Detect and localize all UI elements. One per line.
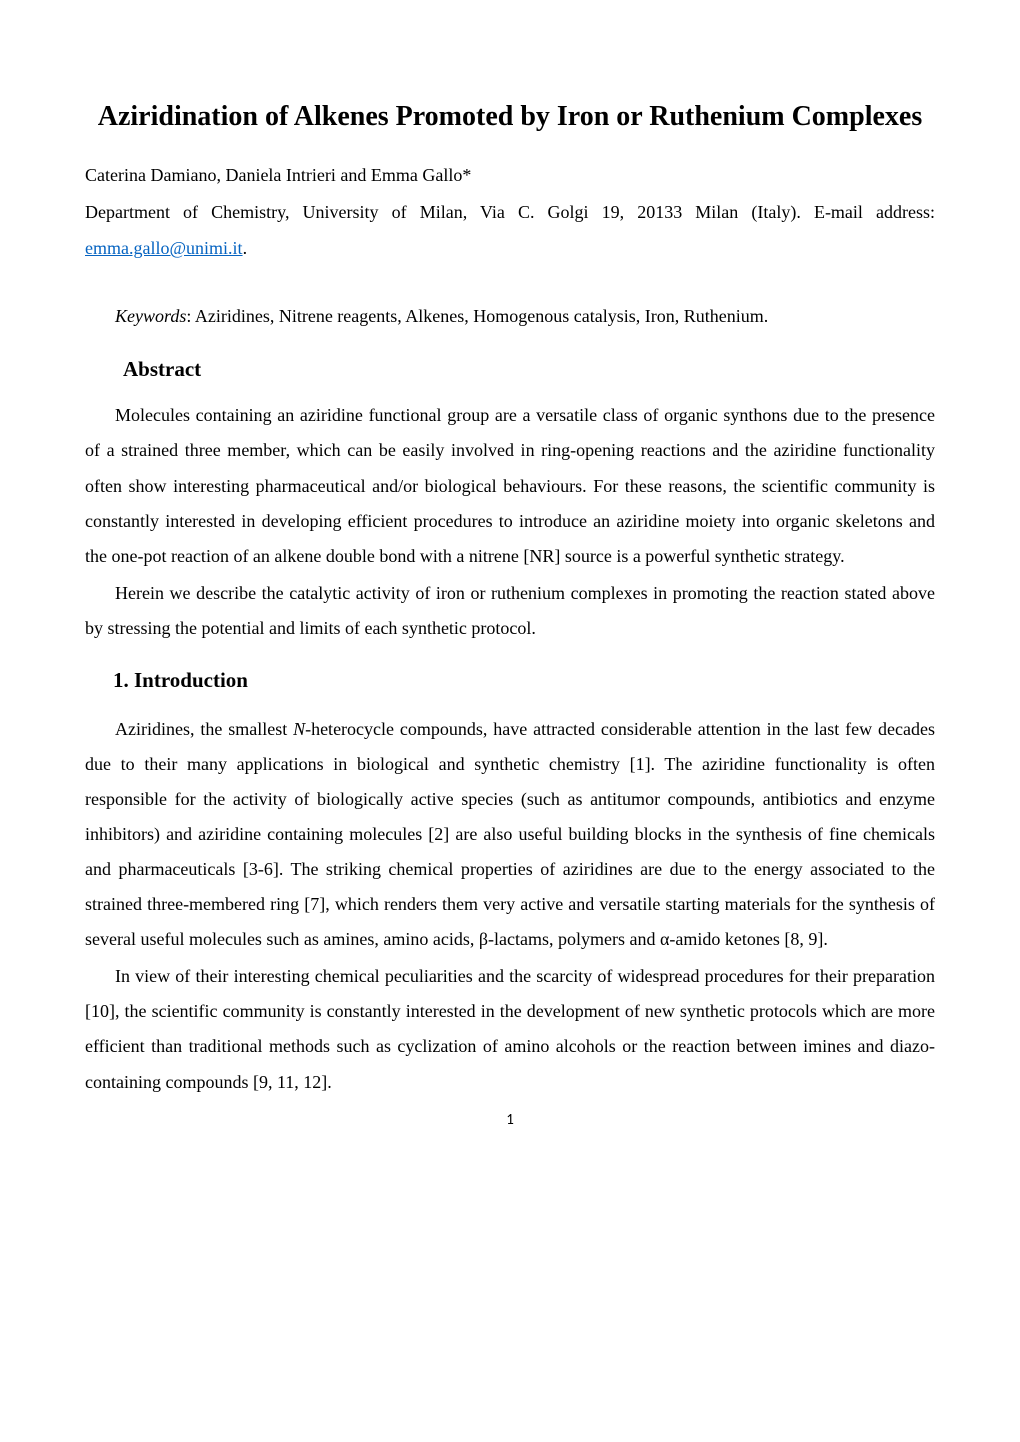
affiliation-line: Department of Chemistry, University of M… <box>85 194 935 266</box>
intro-p1-post: -heterocycle compounds, have attracted c… <box>85 719 935 950</box>
page-number: 1 <box>85 1108 935 1132</box>
keywords-text: : Aziridines, Nitrene reagents, Alkenes,… <box>186 306 768 326</box>
intro-p1-pre: Aziridines, the smallest <box>115 719 293 739</box>
abstract-paragraph-2: Herein we describe the catalytic activit… <box>85 576 935 646</box>
intro-paragraph-1: Aziridines, the smallest N-heterocycle c… <box>85 712 935 958</box>
keywords-label: Keywords <box>115 306 186 326</box>
abstract-paragraph-1: Molecules containing an aziridine functi… <box>85 398 935 573</box>
email-link[interactable]: emma.gallo@unimi.it <box>85 238 243 258</box>
keywords-line: Keywords: Aziridines, Nitrene reagents, … <box>85 302 935 331</box>
paper-title: Aziridination of Alkenes Promoted by Iro… <box>85 90 935 143</box>
affiliation-punct: . <box>243 238 248 258</box>
abstract-heading: Abstract <box>123 353 935 387</box>
intro-paragraph-2: In view of their interesting chemical pe… <box>85 959 935 1099</box>
affiliation-text: Department of Chemistry, University of M… <box>85 202 935 222</box>
intro-p1-italic-n: N <box>293 719 305 739</box>
authors-line: Caterina Damiano, Daniela Intrieri and E… <box>85 161 935 190</box>
introduction-heading: 1. Introduction <box>113 664 935 698</box>
